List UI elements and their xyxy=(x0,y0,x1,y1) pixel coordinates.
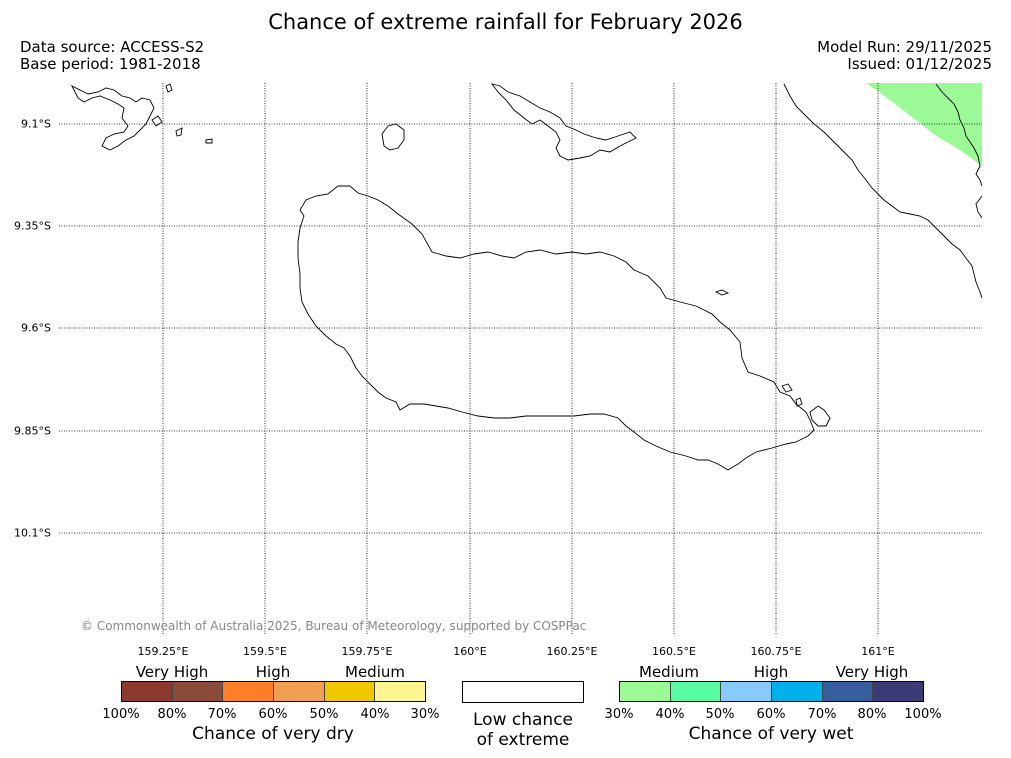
dry-tick-label: 40% xyxy=(360,707,390,722)
base-period: Base period: 1981-2018 xyxy=(20,55,201,73)
malaita-north-coastline xyxy=(935,83,983,187)
wet-tick-label: 60% xyxy=(756,707,786,722)
wet-swatch-2 xyxy=(721,682,773,701)
russell-islands-coastline xyxy=(70,84,155,151)
lat-label: 9.35°S xyxy=(14,219,51,233)
info-left: Data source: ACCESS-S2 Base period: 1981… xyxy=(20,39,204,73)
lon-label: 160.25°E xyxy=(546,645,598,658)
lon-label: 159.5°E xyxy=(243,645,287,658)
shaded-region-medium-wet xyxy=(866,83,982,166)
malaita-east-coastline xyxy=(975,195,983,219)
low-chance-label: Low chance of extreme xyxy=(473,710,573,750)
island-south-tip xyxy=(809,405,831,427)
coastlines xyxy=(70,83,983,471)
lat-label: 9.85°S xyxy=(14,424,51,438)
lon-label: 160.5°E xyxy=(652,645,696,658)
malaita-coastline xyxy=(783,83,983,299)
data-source: Data source: ACCESS-S2 xyxy=(20,38,205,56)
lat-label: 10.1°S xyxy=(14,526,51,540)
russell-islet xyxy=(151,115,163,127)
lon-label: 161°E xyxy=(861,645,895,658)
low-chance-line1: Low chance xyxy=(473,710,573,730)
dry-swatch-2 xyxy=(223,682,275,701)
dry-category-label: Medium xyxy=(345,663,405,681)
wet-swatch-5 xyxy=(873,682,924,701)
info-right: Model Run: 29/11/2025 Issued: 01/12/2025 xyxy=(817,39,992,73)
wet-swatch-3 xyxy=(772,682,823,701)
issued-date: Issued: 01/12/2025 xyxy=(847,55,992,73)
dry-swatch-5 xyxy=(375,682,426,701)
wet-tick-label: 40% xyxy=(655,707,685,722)
wet-category-label: High xyxy=(753,663,789,681)
dry-tick-label: 30% xyxy=(410,707,440,722)
map-title: Chance of extreme rainfall for February … xyxy=(268,10,743,34)
dry-swatch-4 xyxy=(324,682,376,701)
copyright-credit: © Commonwealth of Australia 2025, Bureau… xyxy=(81,619,587,633)
dry-swatch-3 xyxy=(274,682,325,701)
wet-category-label: Very High xyxy=(835,663,909,681)
lon-label: 160.75°E xyxy=(750,645,802,658)
wet-tick-label: 50% xyxy=(705,707,735,722)
dry-category-label: High xyxy=(255,663,291,681)
islet xyxy=(795,397,803,407)
dry-colorbar-title: Chance of very dry xyxy=(192,724,354,744)
dry-tick-label: 70% xyxy=(207,707,237,722)
lon-label: 159.25°E xyxy=(137,645,189,658)
islet xyxy=(175,127,183,137)
low-chance-swatch xyxy=(462,681,584,703)
wet-swatch-4 xyxy=(822,682,874,701)
wet-colorbar xyxy=(619,681,924,702)
russell-islet xyxy=(165,83,173,93)
lat-label: 9.1°S xyxy=(21,117,51,131)
islet xyxy=(781,383,793,393)
dry-colorbar xyxy=(121,681,426,702)
dry-tick-label: 60% xyxy=(258,707,288,722)
florida-islands-coastline xyxy=(490,83,637,161)
dry-tick-label: 80% xyxy=(157,707,187,722)
low-chance-line2: of extreme xyxy=(476,730,570,750)
wet-tick-label: 30% xyxy=(604,707,634,722)
lon-label: 159.75°E xyxy=(341,645,393,658)
wet-tick-label: 70% xyxy=(807,707,837,722)
wet-category-label: Medium xyxy=(639,663,699,681)
dry-tick-label: 100% xyxy=(102,707,140,722)
dry-swatch-0 xyxy=(122,682,173,701)
savo-island xyxy=(381,123,405,151)
wet-swatch-1 xyxy=(670,682,722,701)
dry-swatch-1 xyxy=(172,682,224,701)
islet xyxy=(714,289,730,296)
wet-colorbar-title: Chance of very wet xyxy=(688,724,854,744)
lon-label: 160°E xyxy=(453,645,487,658)
lat-label: 9.6°S xyxy=(21,321,51,335)
wet-tick-label: 100% xyxy=(904,707,942,722)
dry-tick-label: 50% xyxy=(309,707,339,722)
wet-tick-label: 80% xyxy=(857,707,887,722)
dry-category-label: Very High xyxy=(135,663,209,681)
guadalcanal-coastline xyxy=(297,185,815,471)
wet-swatch-0 xyxy=(620,682,671,701)
gridlines xyxy=(59,83,982,635)
model-run: Model Run: 29/11/2025 xyxy=(817,38,992,56)
islet xyxy=(205,138,213,144)
